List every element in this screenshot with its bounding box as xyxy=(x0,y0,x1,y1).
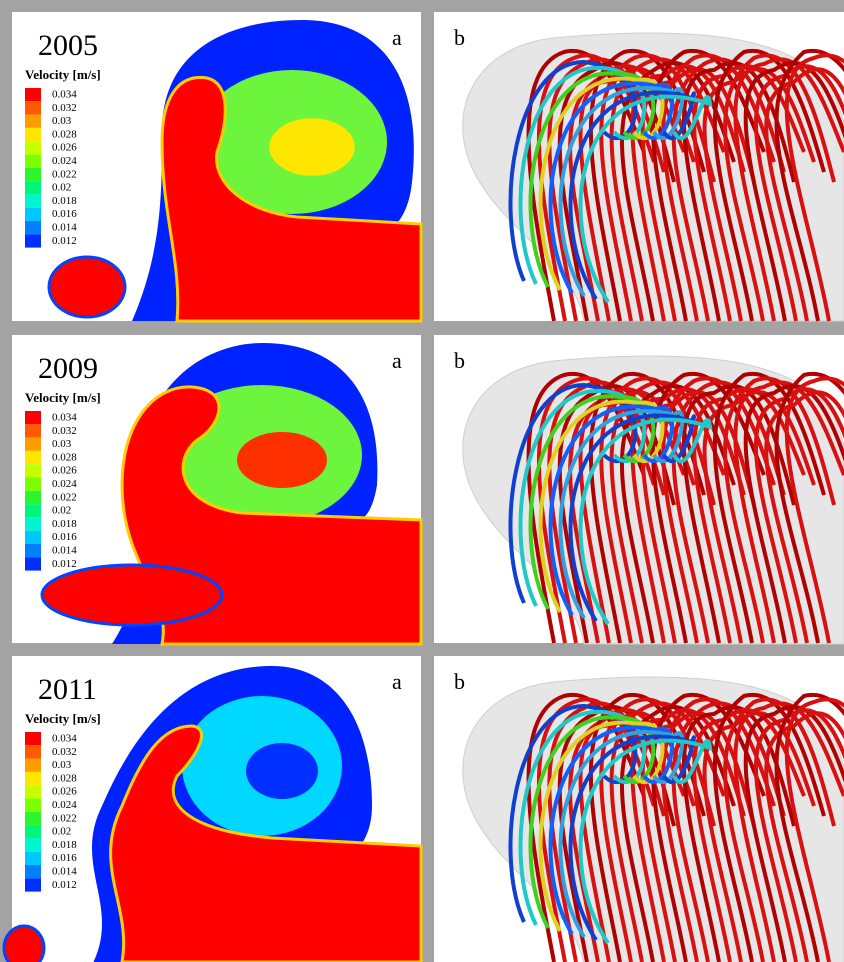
legend-swatch xyxy=(25,424,41,437)
legend-swatch xyxy=(25,878,41,891)
legend-swatch xyxy=(25,745,41,758)
legend-swatch xyxy=(25,438,41,451)
legend-label: 0.026 xyxy=(52,465,77,477)
figure: 2005aVelocity [m/s]0.0340.0320.030.0280.… xyxy=(0,0,844,962)
legend-label: 0.032 xyxy=(52,102,77,114)
legend-swatch xyxy=(25,464,41,477)
legend-label: 0.016 xyxy=(52,531,77,543)
legend-label: 0.018 xyxy=(52,839,77,851)
legend-swatch xyxy=(25,799,41,812)
flow-core xyxy=(269,118,355,176)
flow-core xyxy=(237,432,327,488)
flow-lobe xyxy=(4,926,44,962)
legend-label: 0.018 xyxy=(52,518,77,530)
flow-core xyxy=(246,743,318,799)
legend-swatch xyxy=(25,504,41,517)
flow-lobe xyxy=(49,257,125,317)
panel-label: a xyxy=(392,348,402,373)
legend-swatch xyxy=(25,411,41,424)
legend-swatch xyxy=(25,531,41,544)
legend-swatch xyxy=(25,208,41,221)
legend-label: 0.034 xyxy=(52,89,77,101)
legend-label: 0.014 xyxy=(52,866,77,878)
legend-swatch xyxy=(25,451,41,464)
legend-label: 0.014 xyxy=(52,222,77,234)
legend-swatch xyxy=(25,812,41,825)
legend-label: 0.022 xyxy=(52,812,77,824)
legend-label: 0.02 xyxy=(52,826,71,838)
legend-label: 0.022 xyxy=(52,168,77,180)
legend-label: 0.022 xyxy=(52,491,77,503)
legend-swatch xyxy=(25,557,41,570)
legend-label: 0.026 xyxy=(52,142,77,154)
legend-swatch xyxy=(25,838,41,851)
legend-label: 0.014 xyxy=(52,545,77,557)
legend-label: 0.024 xyxy=(52,799,77,811)
panel-b: b xyxy=(434,656,844,962)
legend-label: 0.028 xyxy=(52,128,77,140)
legend-swatch xyxy=(25,88,41,101)
legend-label: 0.02 xyxy=(52,505,71,517)
legend-swatch xyxy=(25,732,41,745)
legend-label: 0.026 xyxy=(52,786,77,798)
figure-canvas: 2005aVelocity [m/s]0.0340.0320.030.0280.… xyxy=(0,0,844,962)
legend-label: 0.016 xyxy=(52,208,77,220)
legend-title: Velocity [m/s] xyxy=(25,711,101,726)
legend-label: 0.034 xyxy=(52,733,77,745)
legend-label: 0.02 xyxy=(52,182,71,194)
legend-label: 0.028 xyxy=(52,772,77,784)
legend-swatch xyxy=(25,865,41,878)
legend-swatch xyxy=(25,478,41,491)
legend-swatch xyxy=(25,825,41,838)
year-label: 2005 xyxy=(38,29,98,62)
legend-swatch xyxy=(25,181,41,194)
legend-swatch xyxy=(25,759,41,772)
panel-label: b xyxy=(454,348,465,373)
legend-swatch xyxy=(25,785,41,798)
legend-label: 0.028 xyxy=(52,451,77,463)
legend-label: 0.03 xyxy=(52,115,72,127)
legend-title: Velocity [m/s] xyxy=(25,390,101,405)
year-label: 2009 xyxy=(38,352,98,385)
legend-swatch xyxy=(25,141,41,154)
panel-label: b xyxy=(454,669,465,694)
legend-swatch xyxy=(25,852,41,865)
legend-label: 0.012 xyxy=(52,235,77,247)
panel-b: b xyxy=(434,12,844,321)
panel-b: b xyxy=(434,335,844,644)
legend-swatch xyxy=(25,772,41,785)
panel-label: a xyxy=(392,25,402,50)
year-label: 2011 xyxy=(38,673,97,706)
legend-label: 0.024 xyxy=(52,478,77,490)
legend-label: 0.03 xyxy=(52,759,72,771)
legend-title: Velocity [m/s] xyxy=(25,67,101,82)
legend-swatch xyxy=(25,234,41,247)
legend-label: 0.012 xyxy=(52,879,77,891)
legend-label: 0.018 xyxy=(52,195,77,207)
legend-swatch xyxy=(25,115,41,128)
legend-label: 0.034 xyxy=(52,412,77,424)
legend-swatch xyxy=(25,128,41,141)
legend-swatch xyxy=(25,194,41,207)
legend-label: 0.016 xyxy=(52,852,77,864)
legend-label: 0.032 xyxy=(52,425,77,437)
flow-lobe xyxy=(42,565,222,625)
legend-swatch xyxy=(25,168,41,181)
legend-swatch xyxy=(25,221,41,234)
legend-label: 0.03 xyxy=(52,438,72,450)
legend-swatch xyxy=(25,155,41,168)
panel-label: b xyxy=(454,25,465,50)
legend-swatch xyxy=(25,544,41,557)
legend-swatch xyxy=(25,517,41,530)
panel-label: a xyxy=(392,669,402,694)
legend-label: 0.012 xyxy=(52,558,77,570)
legend-label: 0.032 xyxy=(52,746,77,758)
legend-swatch xyxy=(25,491,41,504)
legend-label: 0.024 xyxy=(52,155,77,167)
panel-a: 2005 a Velocity [m/s] 0.0340.0320.030.028 0.… xyxy=(12,12,421,321)
legend-swatch xyxy=(25,101,41,114)
